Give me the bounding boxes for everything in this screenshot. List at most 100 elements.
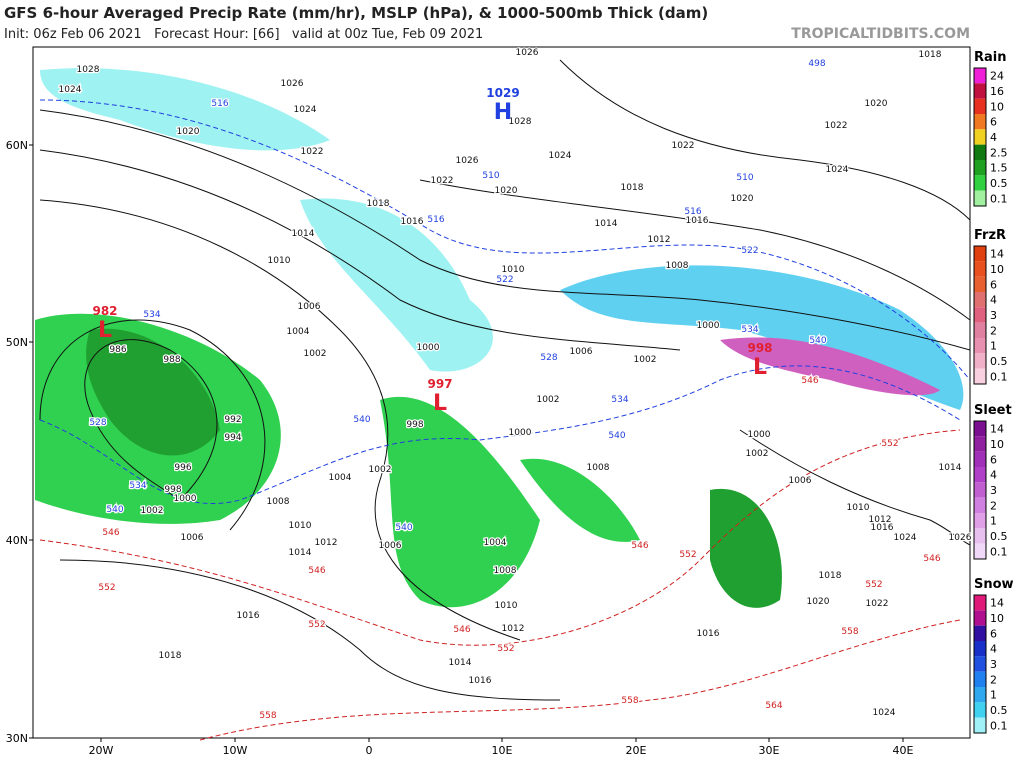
center-letter: H [494,100,512,125]
legend-frame [973,594,987,734]
lon-label: 10W [223,744,248,757]
legend-swatch [974,671,986,687]
mslp-labels: 1018 [159,651,182,661]
mslp-labels: 1012 [648,235,671,245]
legend-swatch [974,160,986,176]
lat-label: 60N [6,139,28,152]
mslp-labels: 1016 [237,611,260,621]
thickness-labels-warm: 546 [308,566,325,576]
mslp-labels: 1026 [516,48,539,58]
legend-label: 6 [990,116,997,129]
legend-swatch [974,702,986,718]
legend-swatch [974,595,986,611]
thickness-labels-cold: 540 [809,336,826,346]
legend-label: 6 [990,627,997,640]
legends: Rain241610642.51.50.50.1FrzR1410643210.5… [973,50,1014,734]
legend-label: 4 [990,294,997,307]
mslp-labels: 1022 [825,121,848,131]
thickness-labels-warm: 552 [881,439,898,449]
legend-label: 2.5 [990,146,1008,159]
mslp-labels: 1008 [494,566,517,576]
legend-label: 0.1 [990,370,1008,383]
thickness-labels-cold: 534 [143,310,160,320]
mslp-labels: 1014 [292,229,315,239]
mslp-labels: 1014 [595,219,618,229]
legend-label: 4 [990,469,997,482]
thickness-labels-cold: 540 [395,523,412,533]
legend-label: 2 [990,499,997,512]
mslp-labels: 1016 [697,629,720,639]
mslp-labels: 1022 [301,147,324,157]
init-line: Init: 06z Feb 06 2021 Forecast Hour: [66… [4,27,483,42]
legend-label: 0.1 [990,192,1008,205]
lon-label: 0 [366,744,373,757]
center-value: 982 [92,304,117,318]
legend-swatch [974,292,986,308]
mslp-labels: 1012 [315,538,338,548]
mslp-labels: 1026 [456,156,479,166]
mslp-labels: 1016 [871,523,894,533]
legend-swatch [974,625,986,641]
thickness-labels-cold: 534 [129,481,146,491]
mslp-labels: 1006 [570,347,593,357]
mslp-labels: 1008 [267,497,290,507]
mslp-labels: 1024 [894,533,917,543]
legend-label: 10 [990,263,1004,276]
mslp-labels: 994 [224,433,241,443]
mslp-labels: 1020 [731,194,754,204]
lon-label: 40E [893,744,914,757]
mslp-labels: 998 [164,485,181,495]
mslp-labels: 1024 [873,708,896,718]
mslp-labels: 998 [406,420,423,430]
legend-label: 1.5 [990,162,1008,175]
mslp-labels: 1002 [369,465,392,475]
thickness-labels-cold: 516 [211,99,228,109]
legend-swatch [974,543,986,559]
legend-label: 0.1 [990,545,1008,558]
thickness-labels-cold: 540 [106,505,123,515]
mslp-labels: 1026 [949,533,972,543]
legend-label: 6 [990,453,997,466]
mslp-labels: 1018 [919,50,942,60]
legend-label: 6 [990,278,997,291]
center-value: 997 [427,377,452,391]
mslp-labels: 1016 [469,676,492,686]
thickness-labels-cold: 516 [427,215,444,225]
mslp-labels: 988 [163,355,180,365]
mslp-labels: 1014 [289,548,312,558]
mslp-labels: 1002 [304,349,327,359]
mslp-labels: 1012 [869,515,892,525]
legend-swatch [974,276,986,292]
snow-area [300,198,493,372]
thickness-labels-warm: 552 [679,550,696,560]
mslp-labels: 1006 [379,541,402,551]
legend-swatch [974,421,986,437]
legend-label: 4 [990,131,997,144]
legend-label: 10 [990,100,1004,113]
legend-label: 10 [990,438,1004,451]
snow-area [40,68,330,151]
mslp-labels: 1020 [807,597,830,607]
mslp-labels: 1012 [502,624,525,634]
legend-label: 3 [990,309,997,322]
legend-swatch [974,68,986,84]
legend-swatch [974,641,986,657]
mslp-labels: 1010 [268,256,291,266]
thickness-labels-warm: 558 [259,711,276,721]
legend-label: 3 [990,484,997,497]
thickness-labels-warm: 546 [923,554,940,564]
center-value: 998 [747,341,772,355]
legend-swatch [974,436,986,452]
mslp-labels: 1016 [401,217,424,227]
lon-label: 30E [759,744,780,757]
mslp-labels: 1004 [287,327,310,337]
legend-swatch [974,528,986,544]
mslp-labels: 1008 [587,463,610,473]
legend-swatch [974,246,986,262]
center-letter: L [753,355,767,380]
legend-swatch [974,83,986,99]
mslp-labels: 986 [109,345,126,355]
legend-label: 1 [990,515,997,528]
mslp-labels: 1004 [484,538,507,548]
legend-title: Rain [974,50,1007,65]
